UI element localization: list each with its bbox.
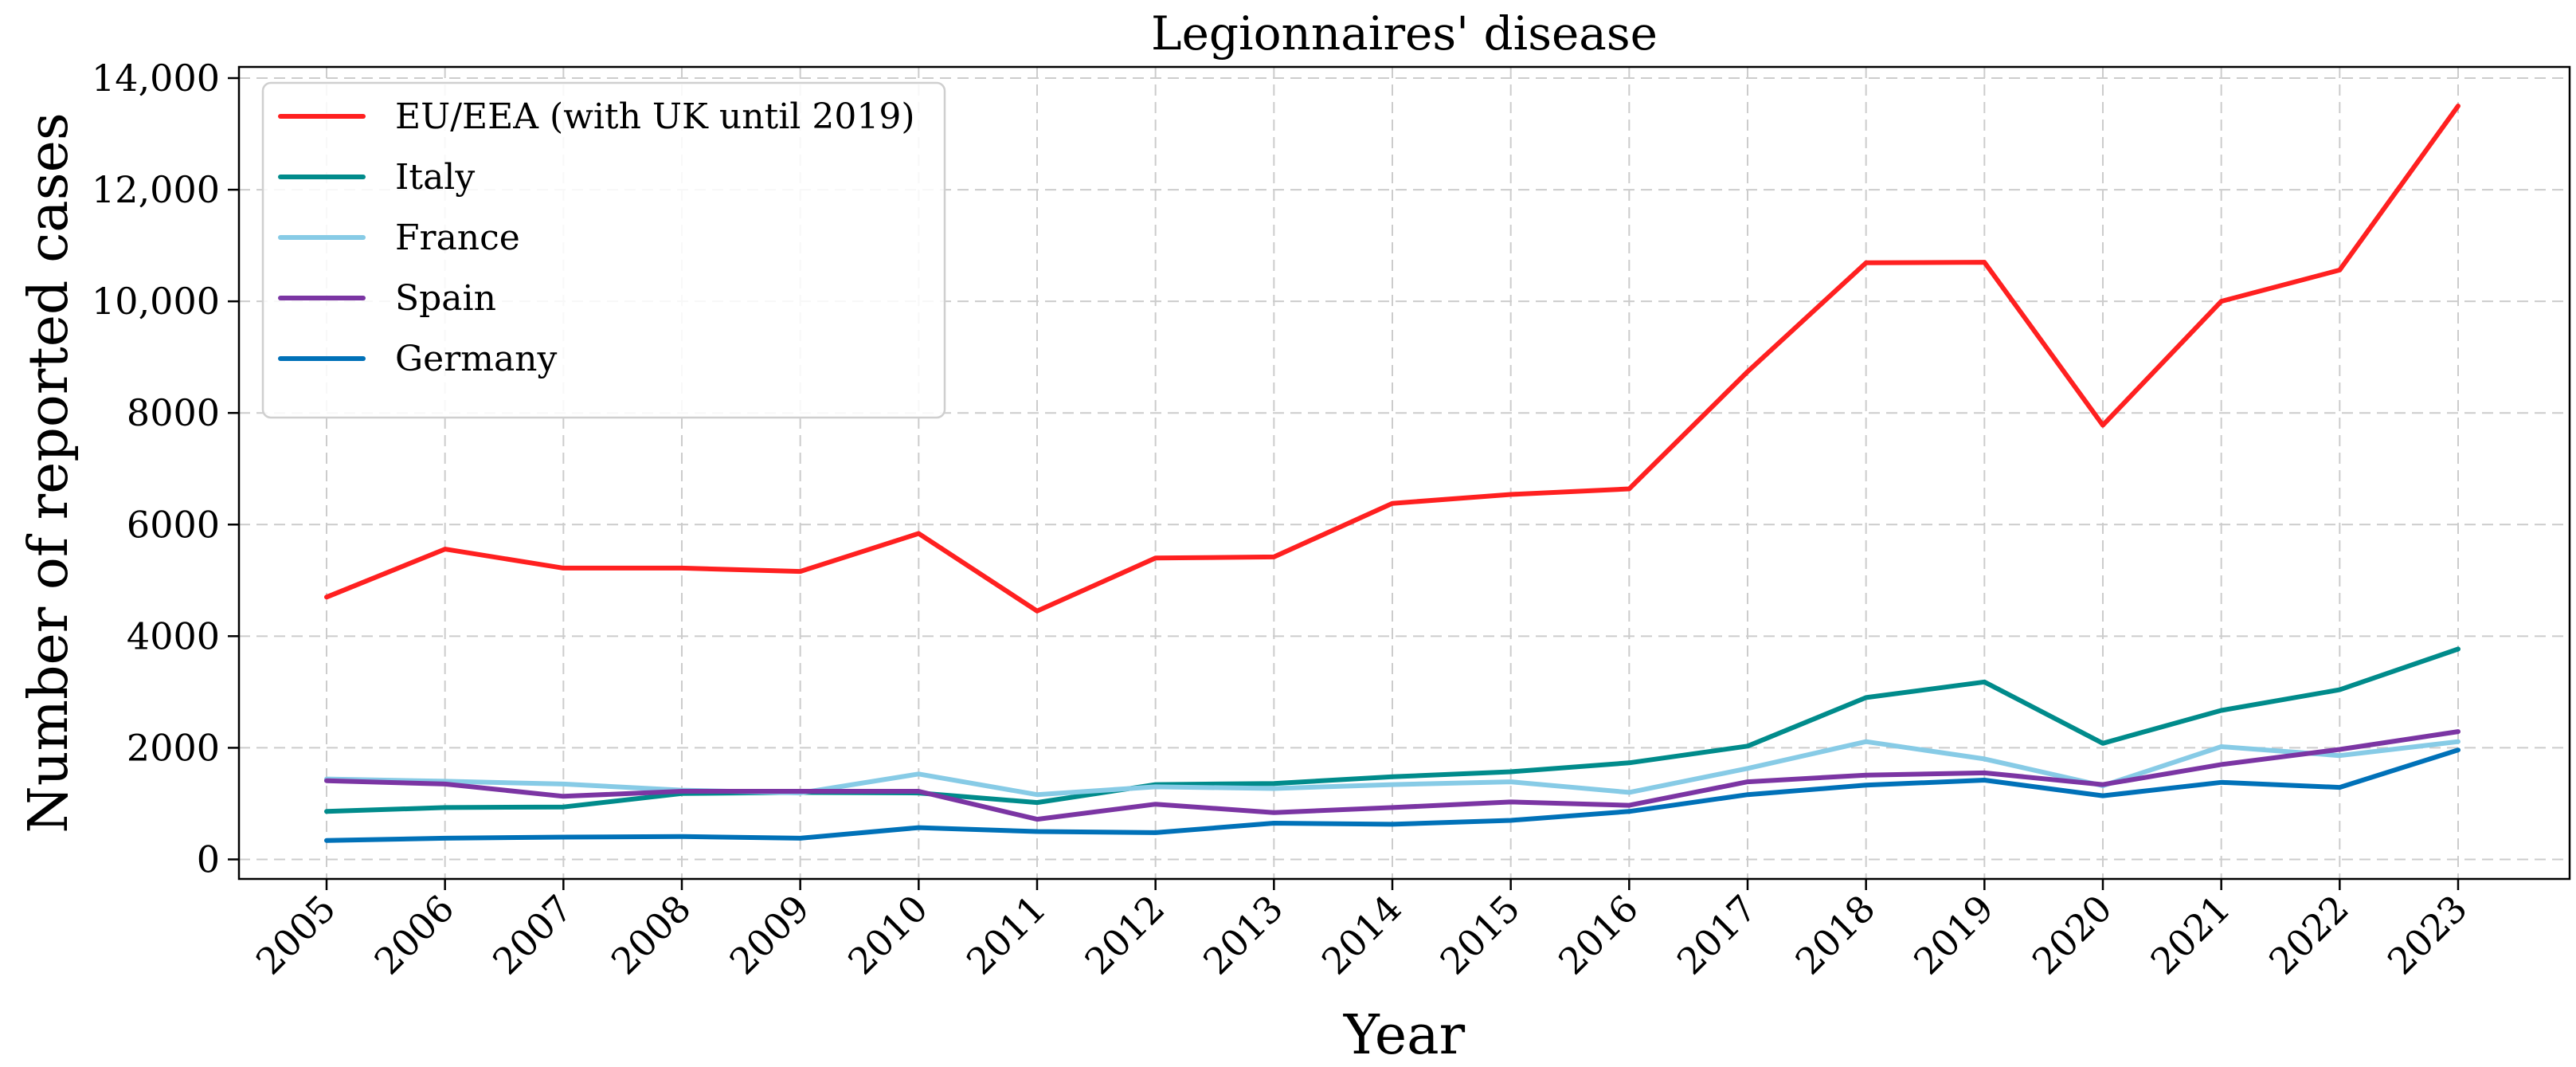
x-tick-label: 2016 [1550, 887, 1646, 983]
y-tick-label: 6000 [127, 503, 220, 546]
legend-box [261, 81, 946, 419]
x-tick-label: 2009 [721, 887, 817, 983]
legend-label: Germany [395, 339, 558, 379]
y-tick-label: 4000 [127, 614, 220, 657]
x-tick-label: 2023 [2379, 887, 2476, 983]
x-tick-label: 2021 [2142, 887, 2238, 983]
x-tick-label: 2006 [366, 887, 462, 983]
x-tick-label: 2018 [1787, 887, 1883, 983]
legend-label: Italy [395, 157, 475, 198]
series-line [324, 104, 2461, 614]
y-tick-label: 8000 [127, 391, 220, 434]
x-tick-label: 2007 [484, 887, 581, 983]
y-axis-title: Number of reported cases [18, 112, 80, 834]
x-tick-label: 2011 [958, 887, 1055, 983]
x-tick-label: 2005 [248, 887, 344, 983]
y-tick-label: 14,000 [92, 57, 220, 100]
x-tick-label: 2014 [1313, 887, 1410, 983]
legend-label: France [395, 218, 520, 258]
x-tick-label: 2020 [2024, 887, 2120, 983]
y-tick-label: 12,000 [92, 168, 220, 211]
x-tick-label: 2022 [2261, 887, 2357, 983]
x-tick-label: 2012 [1076, 887, 1173, 983]
x-axis-title: Year [1343, 1004, 1466, 1067]
x-tick-label: 2015 [1431, 887, 1528, 983]
x-tick-label: 2013 [1195, 887, 1291, 983]
x-tick-label: 2019 [1905, 887, 2002, 983]
x-tick-label: 2010 [840, 887, 936, 983]
series-line [324, 747, 2461, 843]
series-lines [324, 104, 2461, 843]
plot-frame [237, 65, 2571, 881]
series-line [324, 729, 2461, 822]
y-tick-label: 2000 [127, 726, 220, 769]
legend-label: EU/EEA (with UK until 2019) [395, 96, 915, 137]
legend-label: Spain [395, 278, 496, 319]
series-line [324, 739, 2461, 798]
chart-title: Legionnaires' disease [1151, 6, 1658, 61]
legend: EU/EEA (with UK until 2019) Italy France Sp… [261, 81, 946, 419]
y-tick-label: 10,000 [92, 280, 220, 323]
x-tick-label: 2017 [1669, 887, 1765, 983]
y-tick-label: 0 [197, 838, 220, 881]
x-tick-label: 2008 [603, 887, 699, 983]
